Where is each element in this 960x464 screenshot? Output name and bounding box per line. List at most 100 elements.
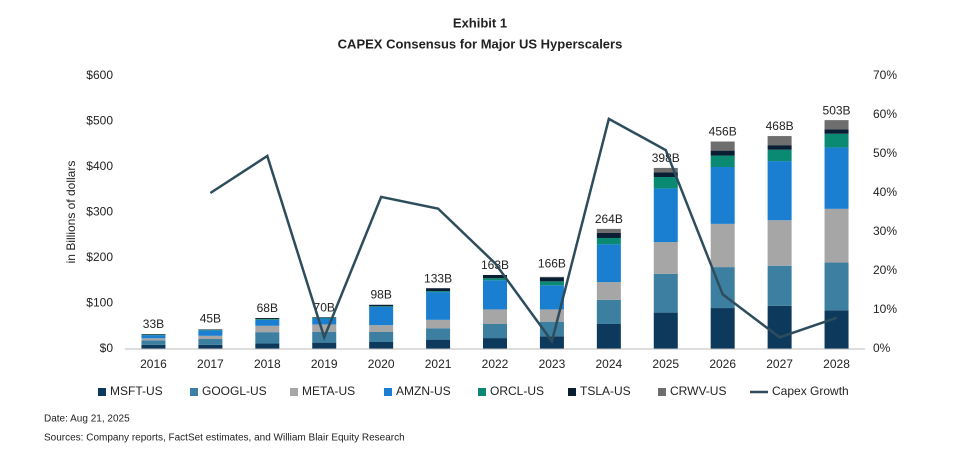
y2-tick-label: 20% [873, 263, 897, 277]
bar-segment [198, 330, 223, 336]
bar-segment [141, 344, 166, 349]
bar-segment [767, 220, 792, 266]
bar-segment [198, 344, 223, 349]
legend-label: ORCL-US [490, 384, 544, 398]
bar-segment [653, 167, 678, 173]
x-tick-label: 2022 [482, 357, 509, 371]
legend-label: META-US [302, 384, 355, 398]
bar-segment [767, 149, 792, 162]
y-tick-label: $100 [86, 296, 113, 310]
bar-segment [539, 281, 564, 286]
exhibit-label: Exhibit 1 [453, 15, 507, 30]
total-label: 70B [314, 300, 335, 314]
bar-segment [255, 319, 280, 326]
bar-segment [710, 167, 735, 224]
bar-segment [141, 340, 166, 345]
growth-line [209, 117, 837, 345]
bar-segment [596, 244, 621, 283]
total-label: 45B [200, 312, 221, 326]
y2-tick-label: 30% [873, 224, 897, 238]
total-label: 264B [595, 212, 623, 226]
bar-segment [824, 147, 849, 209]
y-tick-label: $500 [86, 114, 113, 128]
bar-segment [483, 309, 507, 324]
bar-segment [426, 292, 451, 320]
total-label: 33B [143, 317, 164, 331]
bar-segment [255, 319, 280, 320]
bar-segment [767, 136, 792, 146]
date-note: Date: Aug 21, 2025 [44, 414, 130, 425]
x-tick-label: 2028 [823, 357, 850, 371]
bar-segment [369, 306, 394, 307]
bar-segment [312, 342, 337, 349]
total-label: 68B [257, 301, 278, 315]
bar-segment [824, 120, 849, 130]
y-tick-label: $300 [86, 205, 113, 219]
y2-tick-label: 10% [873, 302, 897, 316]
bar-segment [369, 306, 394, 326]
bar-segment [824, 310, 849, 349]
y2-tick-label: 40% [873, 185, 897, 199]
bar-segment [141, 334, 166, 335]
bar-segment [710, 141, 735, 151]
bar-segment [596, 232, 621, 238]
bar-segment [483, 274, 507, 279]
bar-segment [255, 332, 280, 344]
y2-tick-label: 0% [873, 341, 891, 355]
legend-label: AMZN-US [396, 384, 451, 398]
bar-segment [824, 262, 849, 311]
bar-segment [198, 335, 223, 339]
x-tick-label: 2027 [766, 357, 793, 371]
legend-label: TSLA-US [580, 384, 631, 398]
x-tick-label: 2016 [140, 357, 167, 371]
total-label: 398B [652, 151, 680, 165]
bar-segment [653, 188, 678, 243]
legend-label: GOOGL-US [202, 384, 267, 398]
x-tick-label: 2020 [368, 357, 395, 371]
bar-segment [653, 177, 678, 189]
bar-segment [483, 278, 507, 281]
bar-segment [653, 312, 678, 349]
bar-segment [596, 299, 621, 324]
bar-segment [426, 288, 451, 292]
total-label: 456B [709, 125, 737, 139]
bar-segment [369, 331, 394, 342]
sources-note: Sources: Company reports, FactSet estima… [44, 433, 405, 444]
x-tick-label: 2025 [652, 357, 679, 371]
bar-segment [767, 305, 792, 349]
bar-segment [824, 129, 849, 134]
bar-segment [369, 341, 394, 349]
total-label: 98B [370, 288, 391, 302]
bar-segment [141, 335, 166, 339]
bar-segment [710, 155, 735, 167]
y-tick-label: $0 [100, 341, 114, 355]
bar-segment [596, 282, 621, 300]
bar-segment [369, 304, 394, 307]
total-label: 503B [823, 103, 851, 117]
y-axis-label: in Billions of dollars [64, 161, 78, 264]
x-tick-label: 2018 [254, 357, 281, 371]
bar-segment [767, 145, 792, 150]
chart-title: CAPEX Consensus for Major US Hyperscaler… [338, 36, 623, 51]
bar-segment [653, 172, 678, 178]
bar-segment [312, 317, 337, 318]
bar-segment [767, 161, 792, 221]
y2-tick-label: 60% [873, 107, 897, 121]
bar-segment [596, 323, 621, 349]
bar-segment [824, 133, 849, 148]
bar-segment [596, 228, 621, 233]
bar-segment [426, 339, 451, 349]
y-tick-label: $400 [86, 159, 113, 173]
bar-segment [312, 317, 337, 319]
legend-swatch [384, 388, 392, 396]
bar-segment [653, 273, 678, 313]
legend-label: CRWV-US [670, 384, 726, 398]
y2-tick-label: 50% [873, 146, 897, 160]
legend-swatch [478, 388, 486, 396]
x-tick-label: 2019 [311, 357, 338, 371]
bar-segment [653, 242, 678, 274]
legend-swatch [98, 388, 106, 396]
total-label: 166B [538, 257, 566, 271]
legend-swatch [190, 388, 198, 396]
